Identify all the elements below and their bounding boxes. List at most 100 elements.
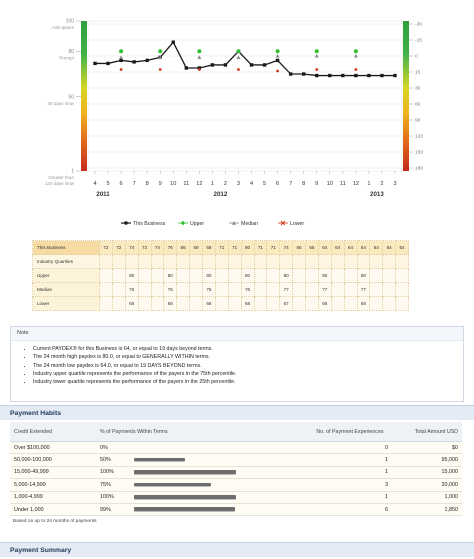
quartile-cell: 77 — [317, 282, 332, 297]
median-quartile-point — [197, 55, 202, 59]
left-tick-label: 100 — [66, 19, 75, 25]
payment-experiences-cell: 1 — [308, 453, 392, 467]
quartile-cell — [253, 282, 268, 297]
quartile-cell: 76 — [202, 282, 216, 297]
quartile-row: Upper 80 80 80 80 80 80 80 — [32, 268, 409, 283]
this-business-point — [249, 63, 254, 67]
quartile-cell — [111, 282, 126, 297]
payment-experiences-cell: 6 — [308, 503, 392, 517]
quartile-row-label: Industry Quartiles — [32, 254, 100, 269]
lower-quartile-point — [276, 69, 280, 73]
x-tick-label: 3 — [393, 181, 396, 187]
quartile-cell — [214, 268, 229, 283]
quartile-cell: 74 — [279, 240, 294, 255]
lower-quartile-point — [315, 68, 319, 71]
quartile-cell — [176, 254, 191, 269]
x-tick-label: 4 — [250, 181, 253, 187]
left-tick-sublabel: 30 days slow — [47, 101, 74, 106]
note-panel: Note Current PAYDEX® for this Business i… — [10, 326, 464, 402]
pct-value: 100% — [100, 469, 114, 476]
quartile-cell — [227, 254, 242, 269]
quartile-row: Median 76 76 76 76 77 77 77 — [32, 282, 409, 297]
note-item: The 24 month low paydex is 64.0, or equa… — [33, 362, 463, 370]
year-labels: 2011 2012 2013 — [96, 191, 384, 198]
quartile-cell: 68 — [163, 296, 178, 311]
pct-within-terms-cell: 100% — [96, 466, 308, 480]
payment-summary-header[interactable]: Payment Summary — [0, 542, 474, 557]
this-business-line — [95, 41, 395, 77]
quartile-cell — [305, 282, 319, 297]
median-quartile-point — [314, 53, 319, 58]
quartile-cell: 76 — [124, 282, 139, 297]
right-tick-label: 15 — [415, 70, 421, 76]
legend-label: Lower — [290, 221, 304, 227]
quartile-cell: 71 — [227, 240, 242, 255]
payment-habits-header[interactable]: Payment Habits — [0, 405, 474, 420]
this-business-point — [132, 60, 136, 64]
quartile-cell: 64 — [382, 240, 397, 255]
this-business-point — [184, 66, 189, 70]
total-amount-cell: 1,850 — [392, 503, 462, 517]
median-quartile-point — [353, 53, 358, 58]
right-tick-label: 150 — [415, 150, 423, 156]
quartile-cell — [189, 254, 203, 269]
total-amount-cell: 1,000 — [392, 491, 462, 504]
pct-value: 75% — [100, 481, 111, 488]
quartile-cell — [163, 254, 178, 269]
quartile-cell: 80 — [240, 268, 255, 283]
col-payment-experiences: No. of Payment Experiences — [308, 422, 392, 442]
x-tick-label: 7 — [133, 181, 136, 187]
plot-area — [87, 20, 403, 172]
quartile-cell — [227, 282, 242, 297]
quartile-cell — [137, 282, 152, 297]
payment-habits-row: 50,000-100,000 50% 1 95,000 — [10, 453, 462, 467]
legend-median-icon — [232, 221, 236, 225]
payment-habits-row: 5,000-14,999 75% 3 20,000 — [10, 478, 462, 492]
quartile-cell: 64 — [356, 240, 371, 255]
quartile-cell: 80 — [240, 240, 255, 255]
x-tick-label: 1 — [367, 181, 370, 187]
legend-business-icon — [124, 221, 128, 225]
right-gauge-bar — [403, 21, 409, 171]
quartile-cell — [382, 296, 397, 311]
quartile-cell — [137, 296, 152, 311]
total-amount-cell: 15,000 — [392, 466, 462, 480]
lower-quartile-point — [197, 68, 201, 71]
quartile-cell — [189, 296, 203, 311]
lower-quartile-point — [158, 68, 162, 71]
note-item: Current PAYDEX® for this Business is 64,… — [33, 345, 463, 353]
quartile-cell — [214, 282, 229, 297]
this-business-point — [210, 63, 215, 67]
quartile-row: Lower 68 68 68 68 67 68 68 — [32, 296, 409, 311]
median-quartile-point — [119, 55, 124, 59]
median-quartile-point — [275, 53, 280, 58]
legend-label: Upper — [190, 221, 204, 227]
payment-habits-footnote: Based on up to 24 months of payments — [13, 519, 97, 525]
quartile-cell — [305, 296, 319, 311]
quartile-cell — [253, 254, 268, 269]
col-total-amount: Total Amount USD — [392, 422, 462, 442]
quartile-cell — [330, 268, 345, 283]
x-tick-label: 6 — [120, 181, 123, 187]
x-tick-label: 4 — [93, 181, 96, 187]
quartile-cell: 77 — [279, 282, 294, 297]
upper-quartile-point — [236, 49, 241, 54]
left-tick-label: 50 — [68, 94, 74, 100]
year-label: 2013 — [370, 191, 384, 198]
quartile-cell: 68 — [202, 296, 216, 311]
quartile-cell: 80 — [317, 268, 332, 283]
x-tick-label: 11 — [340, 181, 346, 187]
median-quartile-point — [236, 55, 241, 59]
quartile-cell — [189, 282, 203, 297]
right-tick-label: 60 — [415, 102, 421, 108]
quartile-cell — [343, 282, 358, 297]
quartile-cell — [176, 282, 191, 297]
quartile-cell: 64 — [330, 240, 345, 255]
quartile-cell — [369, 254, 384, 269]
legend-label: Median — [241, 221, 258, 227]
quartile-cell: 80 — [124, 268, 139, 283]
this-business-point — [393, 73, 397, 78]
quartile-cell — [343, 254, 358, 269]
pct-bar — [134, 470, 236, 474]
